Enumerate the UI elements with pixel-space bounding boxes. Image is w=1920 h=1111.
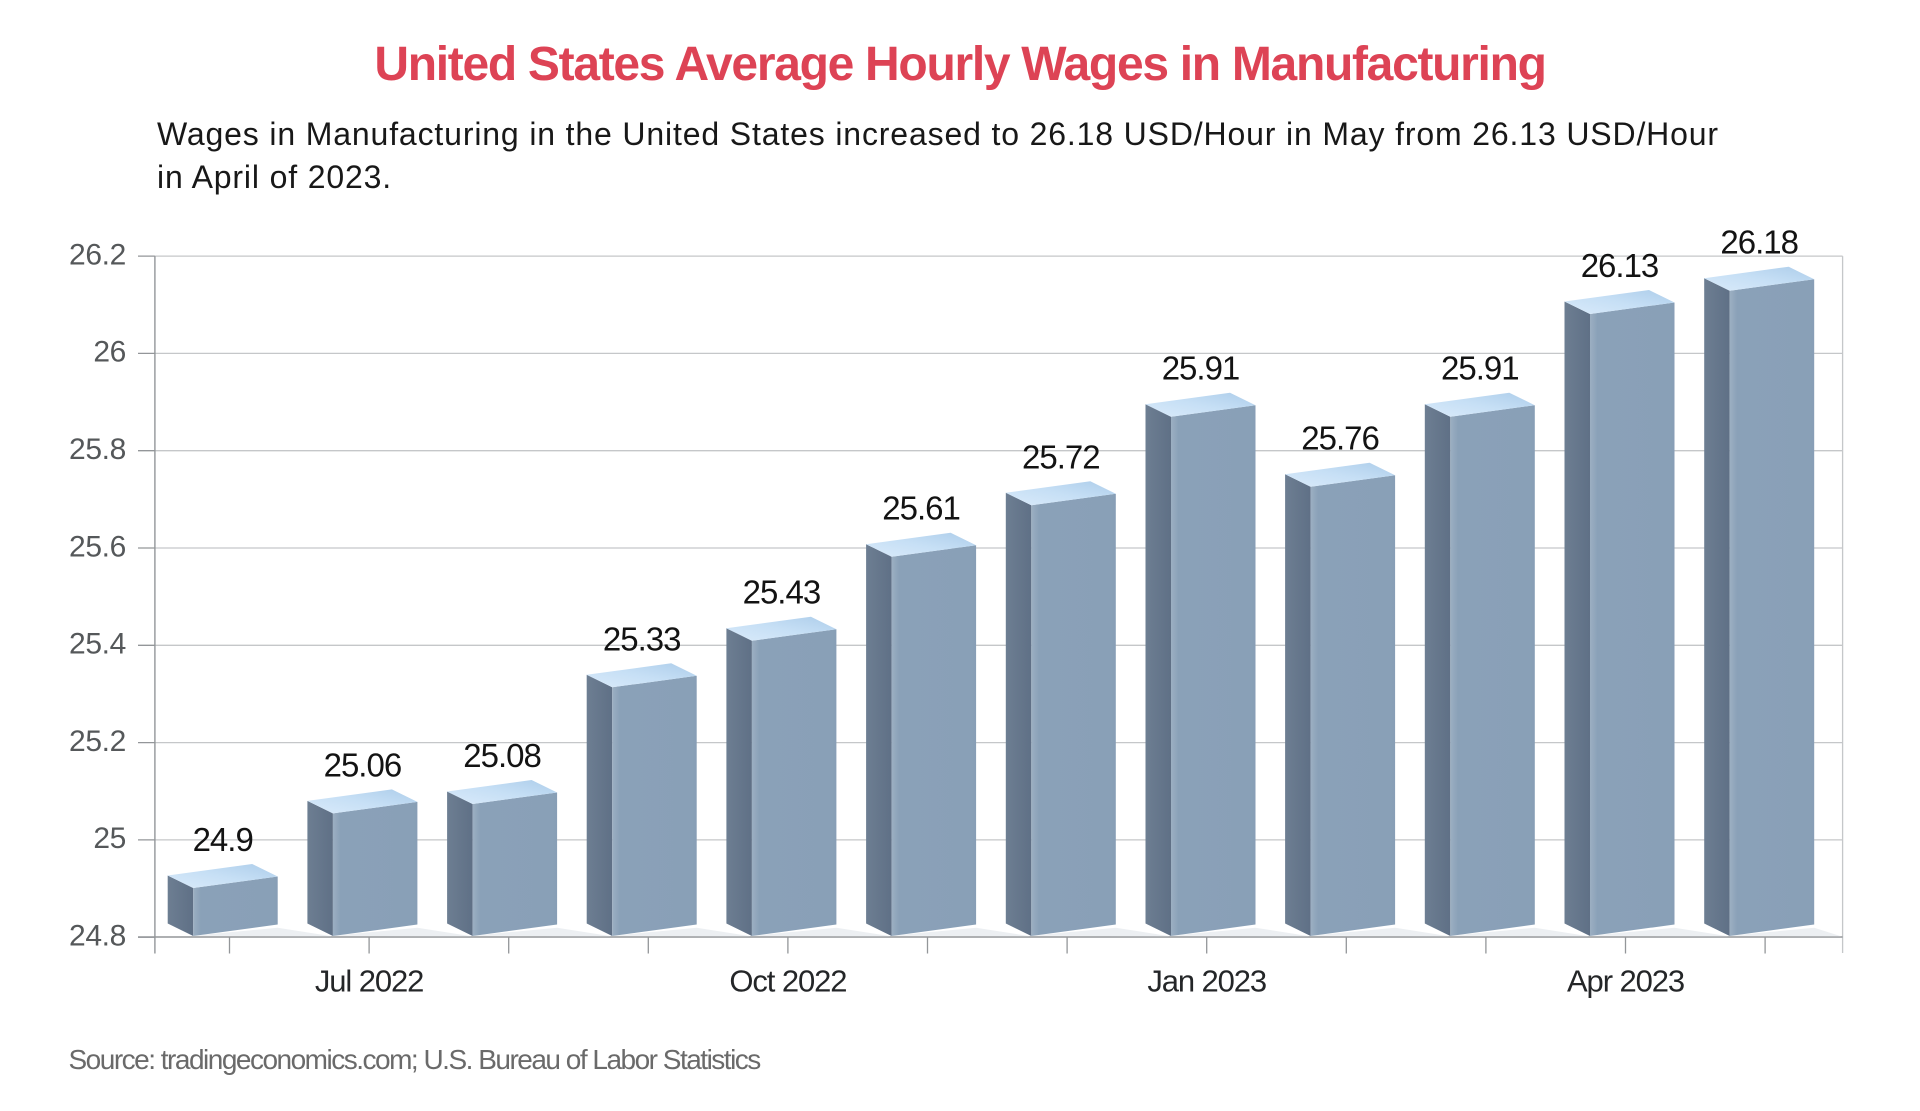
svg-text:26.2: 26.2 (69, 238, 126, 271)
svg-text:25.2: 25.2 (69, 725, 126, 758)
svg-text:25.91: 25.91 (1441, 350, 1519, 387)
svg-text:25.72: 25.72 (1022, 438, 1100, 475)
svg-text:25.33: 25.33 (603, 620, 681, 657)
svg-text:25: 25 (93, 822, 126, 855)
svg-text:24.9: 24.9 (193, 821, 253, 858)
svg-text:25.76: 25.76 (1301, 420, 1379, 457)
svg-text:26.13: 26.13 (1581, 247, 1659, 284)
svg-text:26.18: 26.18 (1720, 224, 1798, 261)
svg-text:25.43: 25.43 (743, 574, 821, 611)
svg-text:Oct 2022: Oct 2022 (729, 964, 846, 999)
svg-text:25.08: 25.08 (463, 737, 541, 774)
svg-text:Apr 2023: Apr 2023 (1567, 964, 1684, 999)
svg-text:Jul 2022: Jul 2022 (315, 964, 423, 999)
svg-text:24.8: 24.8 (69, 920, 126, 953)
svg-text:25.91: 25.91 (1162, 350, 1240, 387)
svg-text:26: 26 (93, 336, 126, 369)
svg-text:25.6: 25.6 (69, 530, 126, 563)
svg-text:25.4: 25.4 (69, 628, 126, 661)
svg-text:Jan 2023: Jan 2023 (1147, 964, 1266, 999)
svg-text:25.8: 25.8 (69, 433, 126, 466)
svg-text:25.06: 25.06 (324, 746, 402, 783)
svg-text:25.61: 25.61 (882, 490, 960, 527)
